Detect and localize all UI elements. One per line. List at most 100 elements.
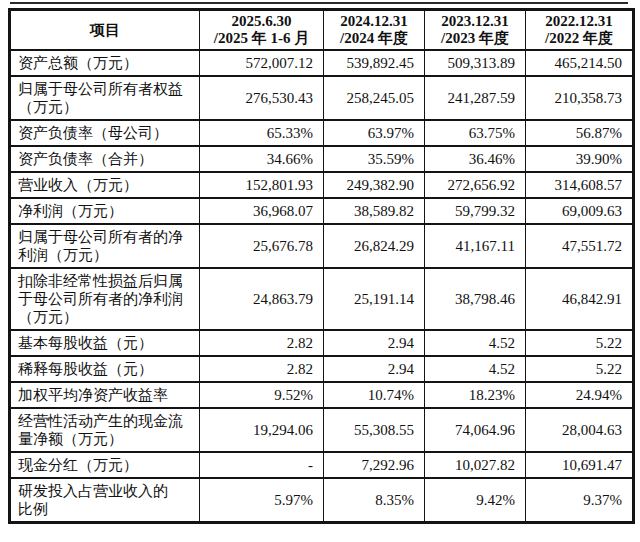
cell-value: 19,294.06 [200,408,324,452]
cell-value: 47,551.72 [526,224,634,268]
cell-value: 7,292.96 [324,452,425,478]
cell-value: 2.82 [200,356,324,382]
cell-value: 63.75% [425,120,526,146]
cell-value: 4.52 [425,356,526,382]
cell-value: 24,863.79 [200,268,324,330]
cell-value: 25,191.14 [324,268,425,330]
cell-value: 25,676.78 [200,224,324,268]
cell-value: 55,308.55 [324,408,425,452]
table-row: 扣除非经常性损益后归属 于母公司所有者的净利润 （万元） 24,863.79 2… [10,268,634,330]
row-item-label: 扣除非经常性损益后归属 于母公司所有者的净利润 （万元） [10,268,200,330]
table-row: 经营性活动产生的现金流 量净额（万元） 19,294.06 55,308.55 … [10,408,634,452]
cell-value: 276,530.43 [200,76,324,120]
cropped-top-rule [10,2,628,4]
table-row: 基本每股收益（元） 2.82 2.94 4.52 5.22 [10,330,634,356]
table-body: 资产总额（万元） 572,007.12 539,892.45 509,313.8… [10,50,634,523]
column-header-period-2025: 2025.6.30 /2025 年 1-6 月 [200,10,324,51]
row-item-label: 现金分红（万元） [10,452,200,478]
cell-value: 509,313.89 [425,50,526,76]
cell-value: 63.97% [324,120,425,146]
cell-value: 210,358.73 [526,76,634,120]
cell-value: 28,004.63 [526,408,634,452]
cell-value: 272,656.92 [425,172,526,198]
cell-value: 2.94 [324,330,425,356]
table-row: 稀释每股收益（元） 2.82 2.94 4.52 5.22 [10,356,634,382]
cell-value: 69,009.63 [526,198,634,224]
table-row: 研发投入占营业收入的 比例 5.97% 8.35% 9.42% 9.37% [10,478,634,523]
cell-value: 9.37% [526,478,634,523]
cell-value: 249,382.90 [324,172,425,198]
row-item-label: 资产负债率（合并） [10,146,200,172]
column-header-line1: 2023.12.31 [427,13,523,30]
cell-value: 26,824.29 [324,224,425,268]
cell-value: 56.87% [526,120,634,146]
cell-value: - [200,452,324,478]
row-item-label: 经营性活动产生的现金流 量净额（万元） [10,408,200,452]
table-row: 资产负债率（母公司） 65.33% 63.97% 63.75% 56.87% [10,120,634,146]
column-header-period-2022: 2022.12.31 /2022 年度 [526,10,634,51]
row-item-label: 资产负债率（母公司） [10,120,200,146]
cell-value: 539,892.45 [324,50,425,76]
cell-value: 258,245.05 [324,76,425,120]
cell-value: 241,287.59 [425,76,526,120]
row-item-label: 归属于母公司所有者权益 （万元） [10,76,200,120]
row-item-label: 研发投入占营业收入的 比例 [10,478,200,523]
cell-value: 9.42% [425,478,526,523]
cell-value: 5.97% [200,478,324,523]
cell-value: 38,798.46 [425,268,526,330]
column-header-line2: /2025 年 1-6 月 [202,30,321,47]
table-row: 加权平均净资产收益率 9.52% 10.74% 18.23% 24.94% [10,382,634,408]
financial-summary-table: 项目 2025.6.30 /2025 年 1-6 月 2024.12.31 /2… [8,8,635,524]
column-header-period-2023: 2023.12.31 /2023 年度 [425,10,526,51]
cell-value: 41,167.11 [425,224,526,268]
row-item-label: 基本每股收益（元） [10,330,200,356]
cell-value: 35.59% [324,146,425,172]
cell-value: 36,968.07 [200,198,324,224]
cell-value: 2.82 [200,330,324,356]
cell-value: 9.52% [200,382,324,408]
table-row: 营业收入（万元） 152,801.93 249,382.90 272,656.9… [10,172,634,198]
header-row: 项目 2025.6.30 /2025 年 1-6 月 2024.12.31 /2… [10,10,634,51]
cell-value: 465,214.50 [526,50,634,76]
table-row: 净利润（万元） 36,968.07 38,589.82 59,799.32 69… [10,198,634,224]
column-header-item: 项目 [10,10,200,51]
column-header-line1: 项目 [13,22,197,39]
column-header-line2: /2024 年度 [326,30,422,47]
table-row: 现金分红（万元） - 7,292.96 10,027.82 10,691.47 [10,452,634,478]
cell-value: 5.22 [526,356,634,382]
cell-value: 314,608.57 [526,172,634,198]
table-row: 归属于母公司所有者权益 （万元） 276,530.43 258,245.05 2… [10,76,634,120]
table-row: 资产负债率（合并） 34.66% 35.59% 36.46% 39.90% [10,146,634,172]
row-item-label: 加权平均净资产收益率 [10,382,200,408]
table-row: 资产总额（万元） 572,007.12 539,892.45 509,313.8… [10,50,634,76]
cell-value: 46,842.91 [526,268,634,330]
column-header-line2: /2023 年度 [427,30,523,47]
row-item-label: 营业收入（万元） [10,172,200,198]
cell-value: 74,064.96 [425,408,526,452]
cell-value: 152,801.93 [200,172,324,198]
row-item-label: 归属于母公司所有者的净 利润（万元） [10,224,200,268]
cell-value: 36.46% [425,146,526,172]
cell-value: 24.94% [526,382,634,408]
cell-value: 4.52 [425,330,526,356]
cell-value: 10,691.47 [526,452,634,478]
column-header-line1: 2022.12.31 [528,13,630,30]
column-header-line1: 2025.6.30 [202,13,321,30]
cell-value: 18.23% [425,382,526,408]
cell-value: 10.74% [324,382,425,408]
cell-value: 2.94 [324,356,425,382]
cell-value: 65.33% [200,120,324,146]
column-header-period-2024: 2024.12.31 /2024 年度 [324,10,425,51]
row-item-label: 资产总额（万元） [10,50,200,76]
cell-value: 39.90% [526,146,634,172]
cell-value: 38,589.82 [324,198,425,224]
cell-value: 34.66% [200,146,324,172]
column-header-line1: 2024.12.31 [326,13,422,30]
column-header-line2: /2022 年度 [528,30,630,47]
cell-value: 5.22 [526,330,634,356]
row-item-label: 稀释每股收益（元） [10,356,200,382]
cell-value: 572,007.12 [200,50,324,76]
cell-value: 10,027.82 [425,452,526,478]
cell-value: 59,799.32 [425,198,526,224]
row-item-label: 净利润（万元） [10,198,200,224]
